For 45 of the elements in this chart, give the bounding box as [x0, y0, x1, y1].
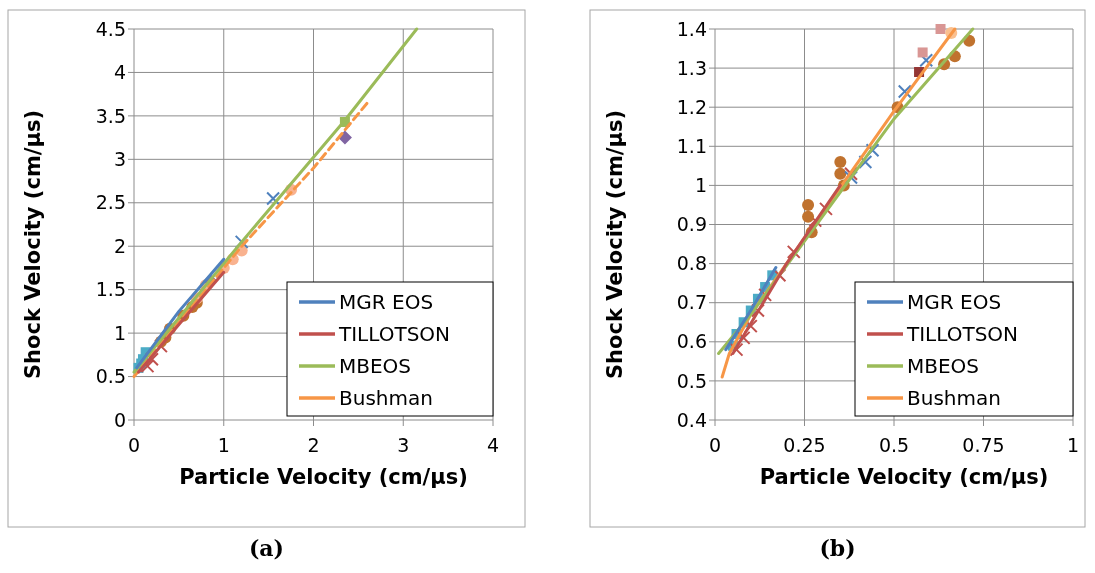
x-tick-label: 0.75	[962, 434, 1005, 456]
text: (a)	[248, 535, 285, 561]
y-tick-label: 2	[113, 234, 126, 257]
legend-label: MGR EOS	[339, 290, 434, 314]
y-tick-label: 3	[113, 147, 126, 170]
y-tick-label: 0.4	[676, 408, 707, 431]
y-tick-label: 1	[113, 321, 126, 344]
text: (b)	[819, 535, 856, 561]
y-tick-label: 1.5	[95, 278, 126, 301]
y-tick-label: 0.5	[95, 365, 126, 388]
legend-label: MGR EOS	[907, 290, 1002, 314]
y-tick-label: 0.6	[676, 330, 707, 353]
x-tick-label: 0.25	[783, 434, 826, 456]
x-tick-label: 0.5	[878, 434, 910, 456]
y-tick-label: 0.7	[676, 291, 707, 314]
y-axis-title: Shock Velocity (cm/µs)	[21, 109, 45, 380]
legend-label: Bushman	[907, 386, 1001, 410]
x-axis-title: Particle Velocity (cm/µs)	[759, 465, 1049, 489]
y-tick-label: 0.8	[676, 252, 707, 275]
y-tick-label: 4.5	[95, 17, 126, 40]
x-tick-label: 4	[486, 434, 500, 456]
y-tick-label: 1.2	[676, 95, 707, 118]
legend-label: MBEOS	[339, 354, 412, 378]
y-tick-label: 1.4	[676, 17, 707, 40]
legend-label: TILLOTSON	[338, 322, 451, 346]
y-tick-label: 4	[113, 61, 126, 84]
x-tick-label: 1	[1066, 434, 1080, 456]
x-tick-label: 0	[127, 434, 141, 456]
y-tick-label: 1	[694, 174, 707, 197]
y-tick-label: 0	[113, 408, 126, 431]
y-axis-title: Shock Velocity (cm/µs)	[603, 109, 627, 380]
legend-label: MBEOS	[907, 354, 980, 378]
y-tick-label: 1.3	[676, 56, 707, 79]
x-tick-label: 1	[217, 434, 230, 456]
y-tick-label: 0.5	[676, 369, 707, 392]
legend-label: Bushman	[339, 386, 433, 410]
y-tick-label: 2.5	[95, 191, 126, 214]
x-tick-label: 0	[708, 434, 722, 456]
y-tick-label: 0.9	[676, 213, 707, 236]
y-tick-label: 1.1	[676, 134, 707, 157]
y-tick-label: 3.5	[95, 104, 126, 127]
x-axis-title: Particle Velocity (cm/µs)	[179, 465, 468, 489]
x-tick-label: 2	[307, 434, 320, 456]
legend-label: TILLOTSON	[906, 322, 1019, 346]
x-tick-label: 3	[397, 434, 410, 456]
